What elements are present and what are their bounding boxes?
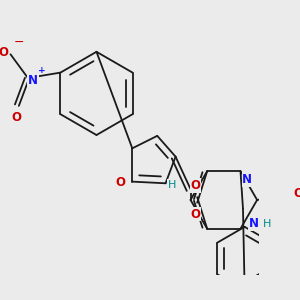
Text: O: O — [0, 46, 9, 59]
Text: N: N — [242, 173, 252, 186]
Text: O: O — [190, 208, 200, 221]
Text: O: O — [190, 179, 200, 192]
Text: H: H — [263, 219, 271, 229]
Text: H: H — [168, 180, 176, 190]
Text: N: N — [249, 217, 259, 230]
Text: +: + — [38, 66, 46, 75]
Text: N: N — [28, 74, 38, 87]
Text: O: O — [294, 187, 300, 200]
Text: O: O — [11, 111, 21, 124]
Text: O: O — [116, 176, 126, 189]
Text: −: − — [14, 36, 24, 49]
